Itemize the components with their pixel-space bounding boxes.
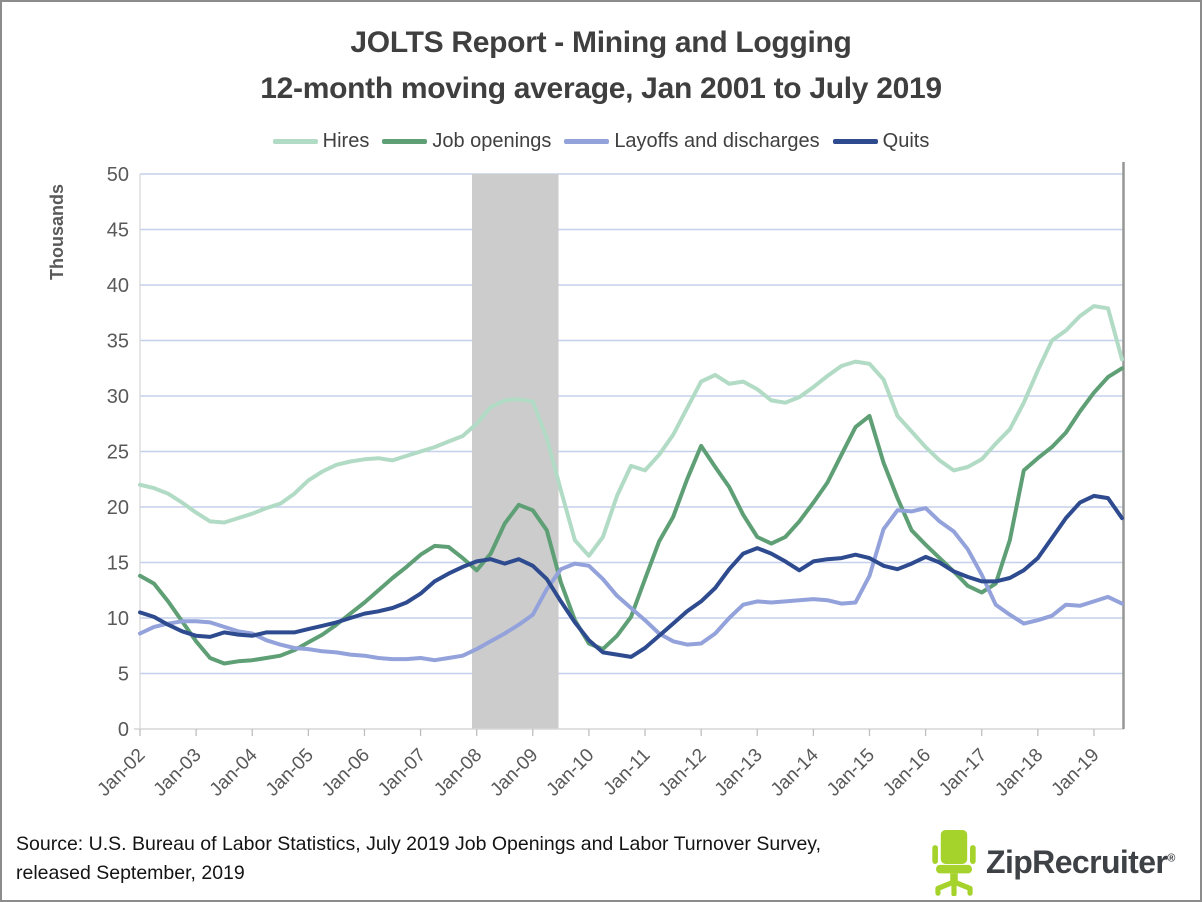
legend-swatch-job-openings <box>382 139 428 144</box>
svg-text:Jan-15: Jan-15 <box>823 745 879 801</box>
svg-text:Jan-11: Jan-11 <box>600 745 655 800</box>
legend-swatch-quits <box>832 139 878 144</box>
svg-text:30: 30 <box>107 386 129 408</box>
svg-text:35: 35 <box>107 331 129 353</box>
gridlines <box>140 173 1124 675</box>
logo-wordmark: ZipRecruiter <box>986 844 1168 880</box>
legend-item-quits: Quits <box>832 130 930 153</box>
series-line-quits <box>138 493 1124 659</box>
legend-item-hires: Hires <box>272 130 370 153</box>
svg-text:Jan-18: Jan-18 <box>991 745 1047 801</box>
source-line-2: released September, 2019 <box>16 862 245 884</box>
svg-text:Jan-04: Jan-04 <box>206 744 262 800</box>
legend-swatch-layoffs <box>564 139 610 144</box>
legend-label-job-openings: Job openings <box>432 130 552 152</box>
svg-text:Jan-08: Jan-08 <box>430 745 486 801</box>
legend-item-job-openings: Job openings <box>382 130 551 153</box>
ziprecruiter-logo: ZipRecruiter® <box>930 830 1175 896</box>
svg-text:Jan-17: Jan-17 <box>935 745 991 801</box>
source-note: Source: U.S. Bureau of Labor Statistics,… <box>16 830 821 888</box>
y-tick-labels: 0 5 10 15 20 25 30 35 40 45 50 <box>107 164 129 741</box>
logo-text: ZipRecruiter® <box>986 844 1175 881</box>
svg-text:10: 10 <box>107 608 129 630</box>
chart-title: JOLTS Report - Mining and Logging <box>350 26 852 59</box>
svg-text:Jan-14: Jan-14 <box>767 744 823 800</box>
svg-text:15: 15 <box>107 553 129 575</box>
legend: Hires Job openings Layoffs and discharge… <box>2 130 1200 153</box>
legend-label-layoffs: Layoffs and discharges <box>614 130 820 152</box>
recession-band <box>472 174 559 729</box>
office-chair-icon <box>932 830 976 896</box>
svg-text:40: 40 <box>107 275 129 297</box>
legend-label-quits: Quits <box>882 130 930 152</box>
legend-item-layoffs: Layoffs and discharges <box>564 130 820 153</box>
series-line-layoffs-and-discharges <box>138 506 1124 663</box>
svg-text:45: 45 <box>107 220 129 242</box>
legend-label-hires: Hires <box>322 130 370 152</box>
svg-text:Jan-10: Jan-10 <box>543 745 599 801</box>
svg-text:Jan-09: Jan-09 <box>486 745 542 801</box>
svg-text:Jan-16: Jan-16 <box>879 745 935 801</box>
series-line-hires <box>138 304 1124 558</box>
svg-text:20: 20 <box>107 497 129 519</box>
svg-text:Jan-06: Jan-06 <box>318 745 374 801</box>
svg-text:Jan-12: Jan-12 <box>655 745 711 801</box>
svg-text:Jan-05: Jan-05 <box>262 745 318 801</box>
svg-text:Jan-03: Jan-03 <box>150 745 206 801</box>
svg-text:5: 5 <box>118 664 129 686</box>
svg-text:0: 0 <box>118 719 129 741</box>
svg-text:Jan-07: Jan-07 <box>374 745 430 801</box>
series-line-job-openings <box>138 366 1124 666</box>
legend-swatch-hires <box>272 139 318 144</box>
svg-text:Jan-19: Jan-19 <box>1048 745 1104 801</box>
source-line-1: Source: U.S. Bureau of Labor Statistics,… <box>16 833 822 855</box>
svg-text:Jan-02: Jan-02 <box>94 745 150 801</box>
svg-text:50: 50 <box>107 164 129 186</box>
registered-mark-icon: ® <box>1167 852 1175 865</box>
x-tick-labels: Jan-02 Jan-03 Jan-04 Jan-05 Jan-06 Jan-07 Jan-… <box>94 729 1104 801</box>
svg-text:Jan-13: Jan-13 <box>711 745 767 801</box>
chart-subtitle: 12-month moving average, Jan 2001 to Jul… <box>260 72 942 105</box>
svg-text:25: 25 <box>107 442 129 464</box>
